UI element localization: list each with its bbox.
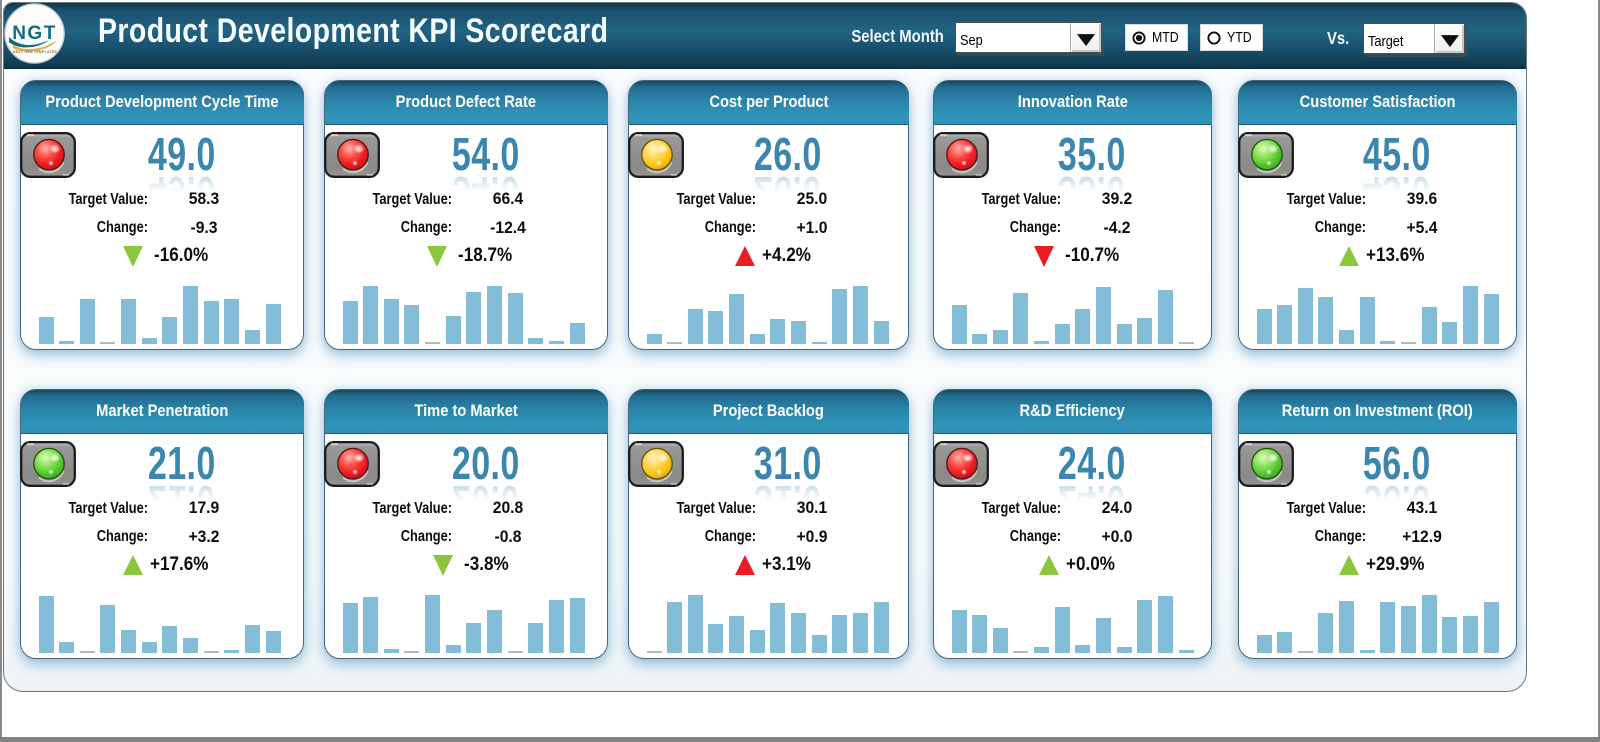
svg-text:NGT: NGT bbox=[12, 23, 57, 44]
svg-text:NEXT GEN TEMPLATES: NEXT GEN TEMPLATES bbox=[13, 50, 57, 54]
